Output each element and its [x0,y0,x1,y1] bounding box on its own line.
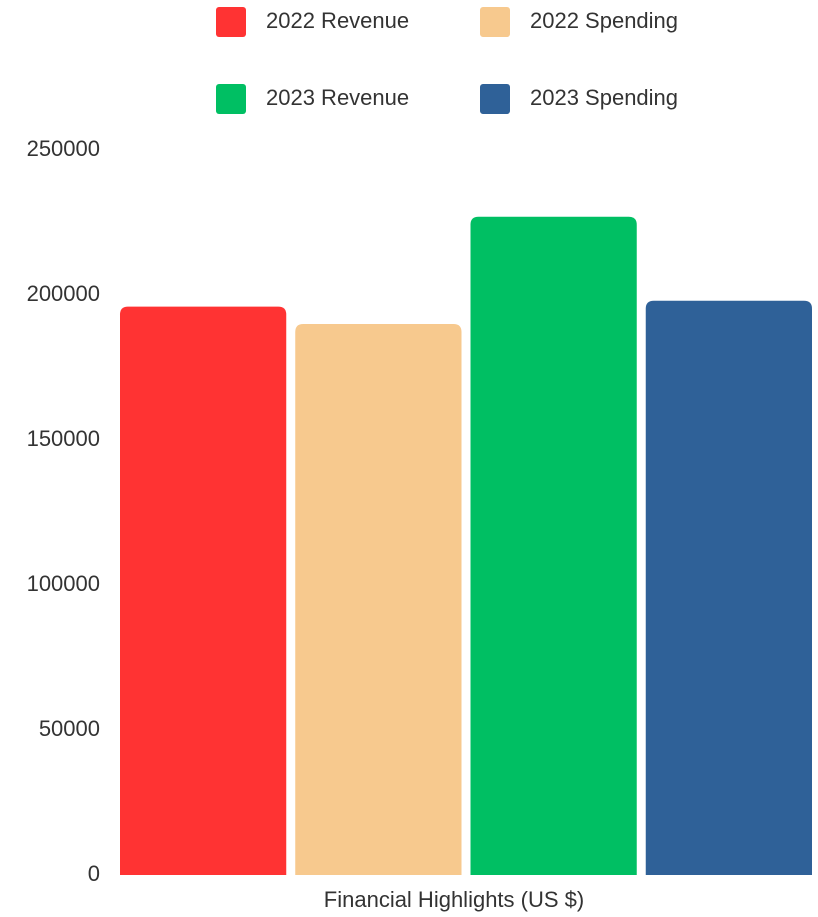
y-tick-label: 100000 [27,571,100,596]
legend-swatch [216,7,246,37]
bar [120,306,287,876]
legend-label: 2022 Spending [530,8,678,33]
legend-label: 2023 Spending [530,85,678,110]
bar [645,300,812,875]
y-tick-label: 200000 [27,281,100,306]
bar [470,216,637,875]
x-tick-label: Financial Highlights (US $) [324,887,584,912]
y-tick-label: 250000 [27,136,100,161]
y-tick-label: 150000 [27,426,100,451]
legend-swatch [216,84,246,114]
bar [295,324,462,875]
legend-label: 2023 Revenue [266,85,409,110]
legend-label: 2022 Revenue [266,8,409,33]
y-tick-label: 50000 [39,716,100,741]
legend-swatch [480,84,510,114]
y-tick-label: 0 [88,861,100,886]
legend-swatch [480,7,510,37]
